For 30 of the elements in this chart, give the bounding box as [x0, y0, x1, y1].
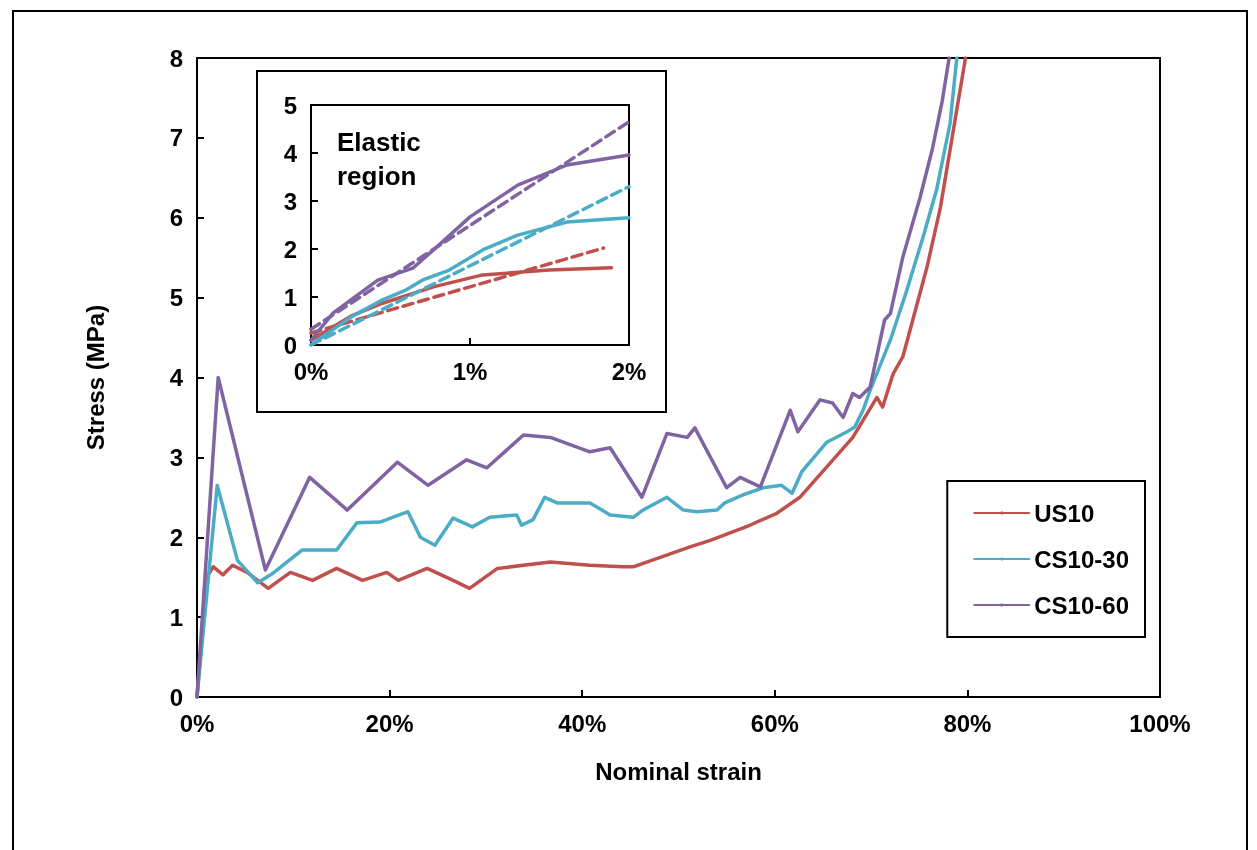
y-tick-label: 0: [169, 683, 183, 711]
x-tick-label: 80%: [943, 709, 992, 737]
legend-label: US10: [1034, 499, 1095, 527]
y-tick-label: 6: [169, 204, 183, 232]
y-tick-label: 3: [283, 187, 297, 215]
x-tick-label: 0%: [293, 357, 329, 385]
y-tick-label: 4: [169, 364, 184, 391]
y-tick-label: 1: [283, 283, 297, 311]
y-tick-label: 3: [169, 443, 183, 471]
y-tick-label: 5: [169, 284, 183, 312]
x-tick-label: 40%: [558, 709, 607, 737]
legend-label: CS10-60: [1034, 591, 1130, 619]
y-tick-label: 2: [169, 523, 183, 551]
y-tick-label: 4: [283, 139, 298, 167]
y-tick-label: 2: [283, 235, 297, 263]
annotation: Elastic region: [337, 127, 429, 191]
y-tick-label: 0: [283, 331, 297, 359]
x-tick-label: 0%: [179, 709, 215, 737]
x-axis-title: Nominal strain: [595, 757, 762, 785]
x-tick-label: 1%: [452, 357, 488, 385]
x-tick-label: 20%: [365, 709, 414, 737]
y-tick-label: 1: [169, 603, 183, 631]
legend-label: CS10-30: [1034, 545, 1130, 573]
y-tick-label: 8: [169, 44, 183, 72]
y-axis-title: Stress (MPa): [81, 304, 109, 451]
y-tick-label: 7: [169, 124, 183, 152]
y-tick-label: 5: [283, 91, 297, 119]
x-tick-label: 100%: [1129, 709, 1191, 737]
x-tick-label: 2%: [611, 357, 647, 385]
x-tick-label: 60%: [750, 709, 799, 737]
